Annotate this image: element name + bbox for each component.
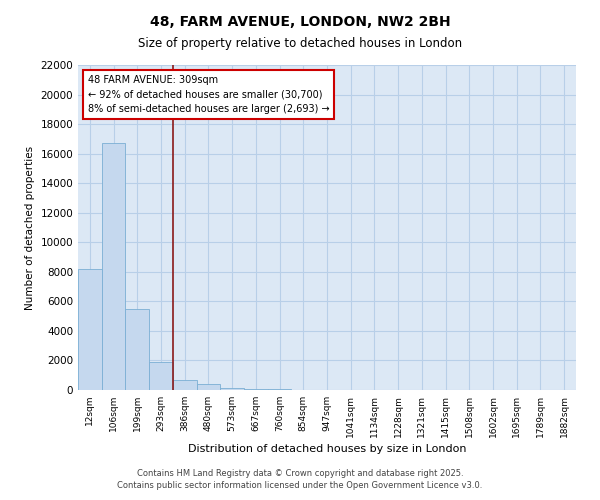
X-axis label: Distribution of detached houses by size in London: Distribution of detached houses by size … [188, 444, 466, 454]
Bar [173, 380, 197, 390]
Bar [220, 388, 244, 390]
Bar [149, 362, 173, 390]
Y-axis label: Number of detached properties: Number of detached properties [25, 146, 35, 310]
Bar [197, 384, 220, 390]
Text: Size of property relative to detached houses in London: Size of property relative to detached ho… [138, 38, 462, 51]
Bar [125, 308, 149, 390]
Text: 48 FARM AVENUE: 309sqm
← 92% of detached houses are smaller (30,700)
8% of semi-: 48 FARM AVENUE: 309sqm ← 92% of detached… [88, 74, 329, 114]
Bar [78, 269, 102, 390]
Bar [244, 389, 268, 390]
Text: 48, FARM AVENUE, LONDON, NW2 2BH: 48, FARM AVENUE, LONDON, NW2 2BH [149, 15, 451, 29]
Bar [102, 144, 125, 390]
Text: Contains HM Land Registry data © Crown copyright and database right 2025.
Contai: Contains HM Land Registry data © Crown c… [118, 468, 482, 490]
